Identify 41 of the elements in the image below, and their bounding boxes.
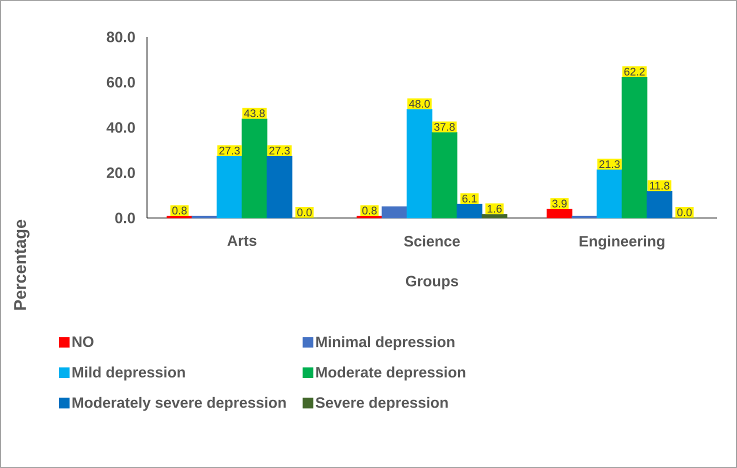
data-label: 3.9 bbox=[552, 200, 567, 208]
data-label: 27.3 bbox=[269, 146, 290, 155]
bar bbox=[596, 169, 622, 218]
data-label: 37.8 bbox=[434, 122, 455, 131]
legend-label: Minimal depression bbox=[316, 336, 454, 350]
legend-label: Moderately severe depression bbox=[72, 396, 286, 411]
bar bbox=[432, 132, 458, 218]
x-tick-label: Arts bbox=[227, 236, 256, 246]
bar bbox=[242, 118, 268, 218]
bar bbox=[382, 206, 408, 218]
y-tick-label: 40.0 bbox=[106, 122, 135, 133]
data-label: 27.3 bbox=[219, 146, 240, 155]
data-label: 48.0 bbox=[409, 100, 430, 108]
bar bbox=[456, 204, 482, 218]
data-label: 0.0 bbox=[297, 208, 312, 216]
x-tick-label: Science bbox=[404, 236, 460, 247]
bar bbox=[622, 76, 648, 218]
data-label: 6.1 bbox=[462, 194, 477, 202]
legend-label: Severe depression bbox=[316, 396, 448, 411]
legend-label: NO bbox=[72, 336, 94, 348]
data-label: 0.8 bbox=[362, 206, 377, 214]
bar bbox=[406, 109, 432, 218]
y-axis-title: Percentage bbox=[14, 220, 30, 310]
y-tick-label: 80.0 bbox=[106, 32, 135, 42]
bar bbox=[546, 208, 572, 218]
bar bbox=[266, 156, 292, 218]
x-tick-label: Engineering bbox=[580, 236, 664, 250]
bar bbox=[216, 156, 242, 218]
data-label: 43.8 bbox=[244, 109, 265, 118]
data-label: 11.8 bbox=[650, 182, 670, 190]
data-label: 0.0 bbox=[677, 208, 692, 216]
data-label: 1.6 bbox=[488, 204, 502, 213]
data-label: 0.8 bbox=[172, 206, 187, 214]
legend-label: Mild depression bbox=[72, 366, 185, 381]
y-tick-label: 60.0 bbox=[106, 76, 135, 88]
data-label: 21.3 bbox=[599, 160, 620, 168]
data-label: 62.2 bbox=[624, 68, 645, 76]
y-tick-label: 0.0 bbox=[115, 212, 135, 224]
y-tick-label: 20.0 bbox=[106, 167, 135, 178]
legend-label: Moderate depression bbox=[316, 366, 466, 381]
x-axis-title: Groups bbox=[406, 276, 458, 290]
